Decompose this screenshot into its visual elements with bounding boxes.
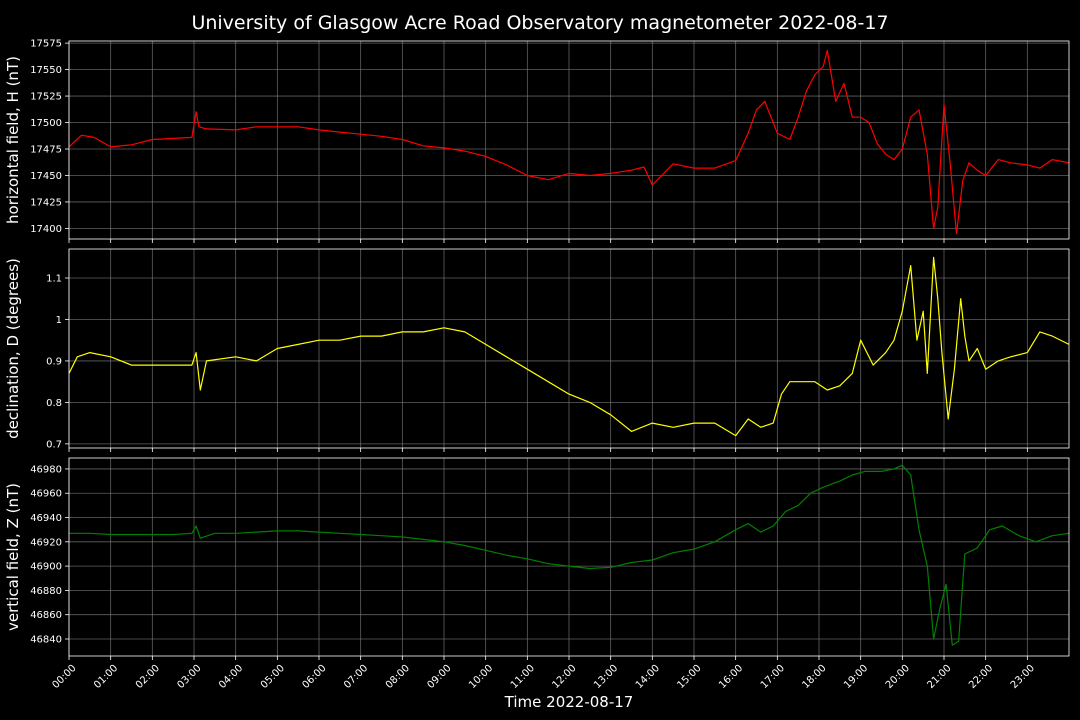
panel-3: 46840 46860 46880 46900 46920 46940 46960 46980… <box>4 457 1070 660</box>
y-tick-label: 17500 <box>30 118 62 129</box>
y-tick-label: 46860 <box>30 610 62 621</box>
y-axis-label-3: vertical field, Z (nT) <box>4 483 22 631</box>
y-tick-label: 46980 <box>30 464 62 475</box>
y-tick-label: 46840 <box>30 634 62 645</box>
y-tick-label: 1.1 <box>46 274 62 285</box>
series-line-2 <box>68 256 1070 437</box>
y-tick-label: 17450 <box>30 171 62 182</box>
y-tick-label: 46880 <box>30 586 62 597</box>
y-tick-label: 17400 <box>30 224 62 235</box>
y-tick-label: 1 <box>56 315 62 326</box>
y-tick-label: 46920 <box>30 537 62 548</box>
y-tick-label: 17525 <box>30 92 62 103</box>
panel-frame <box>68 248 1070 449</box>
panel-frame <box>68 457 1070 657</box>
x-axis-label: Time 2022-08-17 <box>504 693 634 711</box>
y-tick-label: 0.7 <box>46 439 62 450</box>
panel-1: 17400 17425 17450 17475 17500 17525 17550 17575… <box>4 39 1070 243</box>
chart-title: University of Glasgow Acre Road Observat… <box>191 12 888 34</box>
series-line-3 <box>69 464 1070 646</box>
y-tick-label: 17575 <box>30 39 62 50</box>
panel-2: 0.7 0.8 0.9 1 1.1 declination, D (degrees) <box>4 248 1070 452</box>
y-tick-label: 46900 <box>30 562 62 573</box>
y-tick-label: 17550 <box>30 65 62 76</box>
y-tick-label: 46960 <box>30 489 62 500</box>
y-axis-label-2: declination, D (degrees) <box>4 258 22 439</box>
y-tick-label: 17475 <box>30 145 62 156</box>
y-axis-label-1: horizontal field, H (nT) <box>4 56 22 224</box>
y-tick-label: 0.9 <box>46 356 62 367</box>
y-tick-label: 17425 <box>30 197 62 208</box>
series-line-1 <box>68 49 1070 235</box>
panel-frame <box>68 40 1070 240</box>
y-tick-label: 46940 <box>30 513 62 524</box>
y-tick-label: 0.8 <box>46 398 62 409</box>
